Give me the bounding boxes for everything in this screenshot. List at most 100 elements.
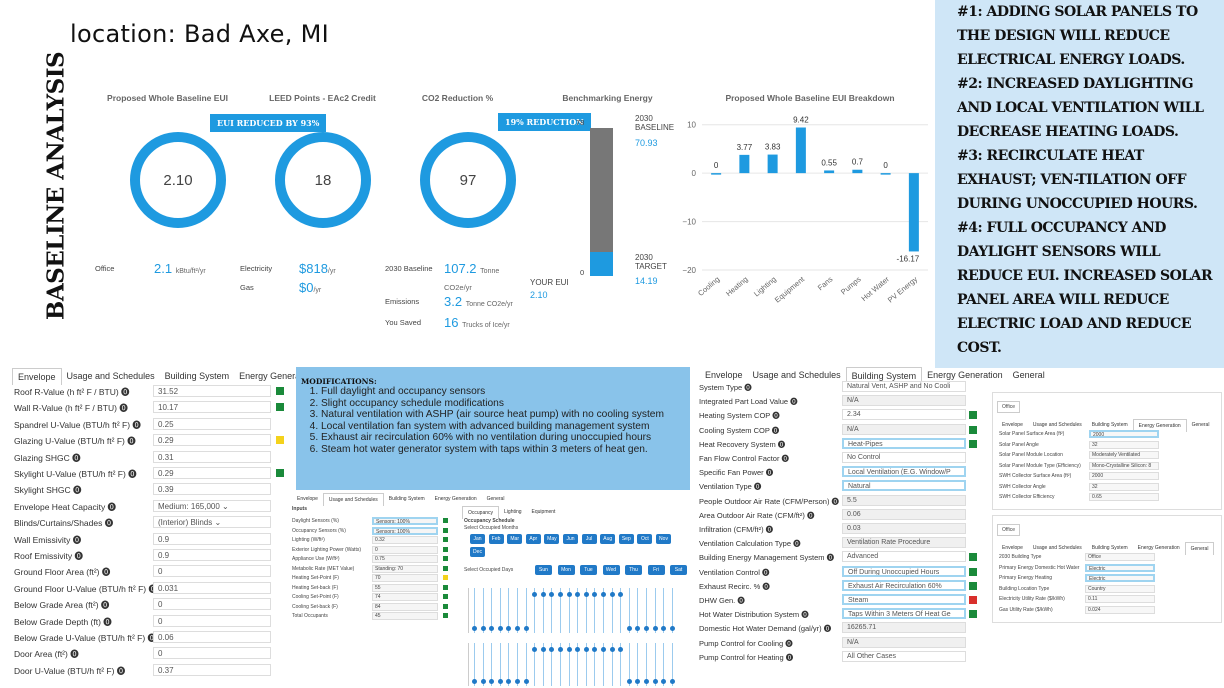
tab-envelope[interactable]: Envelope bbox=[705, 370, 743, 380]
schedule-slider-handle[interactable] bbox=[523, 679, 529, 684]
month-button[interactable]: Mar bbox=[507, 534, 523, 544]
tab-energy-generation[interactable]: Energy Generation bbox=[239, 371, 315, 381]
schedule-slider-handle[interactable] bbox=[558, 647, 563, 652]
office-tab[interactable]: Office bbox=[997, 524, 1020, 536]
schedule-slider-handle[interactable] bbox=[669, 626, 675, 631]
schedule-slider-handle[interactable] bbox=[626, 626, 632, 631]
schedule-slider-handle[interactable] bbox=[515, 679, 520, 684]
schedule-slider-handle[interactable] bbox=[626, 679, 632, 684]
day-button[interactable]: Sun bbox=[535, 565, 552, 575]
tab-usage-and-schedules[interactable]: Usage and Schedules bbox=[1032, 422, 1082, 428]
month-button[interactable]: Dec bbox=[470, 547, 485, 557]
tab-energy-generation[interactable]: Energy Generation bbox=[927, 370, 1003, 380]
usage-field[interactable]: 0.32 bbox=[372, 536, 438, 544]
tab-building-system[interactable]: Building System bbox=[1091, 422, 1128, 428]
schedule-slider-handle[interactable] bbox=[583, 647, 589, 652]
schedule-slider-handle[interactable] bbox=[497, 626, 503, 631]
envelope-field[interactable]: 0.37 bbox=[153, 663, 271, 676]
schedule-slider-handle[interactable] bbox=[506, 679, 512, 684]
schedule-slider-handle[interactable] bbox=[618, 592, 624, 597]
building-system-field[interactable]: All Other Cases bbox=[842, 650, 966, 662]
month-button[interactable]: Oct bbox=[637, 534, 653, 544]
tab-building-system[interactable]: Building System bbox=[164, 371, 230, 381]
schedule-slider-handle[interactable] bbox=[601, 647, 606, 652]
panel-field[interactable]: Electric bbox=[1085, 574, 1155, 582]
building-system-field[interactable]: 0.03 bbox=[842, 523, 966, 534]
schedule-slider-handle[interactable] bbox=[644, 679, 649, 684]
tab-general[interactable]: General bbox=[486, 496, 505, 502]
tab-equipment[interactable]: Equipment bbox=[531, 509, 556, 515]
envelope-field[interactable]: (Interior) Blinds ⌄ bbox=[153, 516, 271, 529]
schedule-slider-handle[interactable] bbox=[583, 592, 589, 597]
usage-field[interactable]: 0.75 bbox=[372, 555, 438, 563]
panel-field[interactable]: Electric bbox=[1085, 563, 1155, 572]
day-button[interactable]: Mon bbox=[557, 565, 575, 575]
schedule-slider-handle[interactable] bbox=[506, 626, 512, 631]
usage-field[interactable]: 70 bbox=[372, 574, 438, 582]
building-system-field[interactable]: Natural bbox=[842, 480, 966, 492]
day-button[interactable]: Thu bbox=[625, 565, 642, 575]
envelope-field[interactable]: 0.06 bbox=[153, 631, 271, 643]
schedule-slider-handle[interactable] bbox=[669, 679, 675, 684]
building-system-field[interactable]: 5.5 bbox=[842, 494, 966, 506]
building-system-field[interactable]: N/A bbox=[842, 423, 966, 435]
tab-usage-and-schedules[interactable]: Usage and Schedules bbox=[66, 371, 155, 381]
building-system-field[interactable]: Off During Unoccupied Hours bbox=[842, 565, 966, 577]
building-system-field[interactable]: Heat-Pipes bbox=[842, 437, 966, 449]
schedule-slider-handle[interactable] bbox=[540, 647, 546, 652]
usage-field[interactable]: Standing: 70 bbox=[372, 564, 438, 573]
usage-field[interactable]: 45 bbox=[372, 612, 438, 620]
schedule-slider-handle[interactable] bbox=[592, 592, 598, 597]
envelope-field[interactable]: 10.17 bbox=[153, 401, 271, 414]
schedule-slider-handle[interactable] bbox=[652, 626, 658, 631]
panel-field[interactable]: 2000 bbox=[1089, 472, 1159, 480]
schedule-slider-handle[interactable] bbox=[601, 592, 606, 597]
envelope-field[interactable]: 0.39 bbox=[153, 483, 271, 496]
tab-occupancy[interactable]: Occupancy bbox=[462, 506, 500, 519]
panel-field[interactable]: 2000 bbox=[1089, 430, 1159, 438]
tab-usage-and-schedules[interactable]: Usage and Schedules bbox=[752, 370, 841, 380]
envelope-field[interactable]: Medium: 165,000 ⌄ bbox=[153, 499, 271, 512]
day-button[interactable]: Sat bbox=[670, 565, 687, 575]
envelope-field[interactable]: 0.29 bbox=[153, 434, 271, 447]
schedule-slider-handle[interactable] bbox=[618, 647, 624, 652]
envelope-field[interactable]: 0.25 bbox=[153, 417, 271, 430]
schedule-slider-handle[interactable] bbox=[497, 679, 503, 684]
tab-building-system[interactable]: Building System bbox=[845, 367, 923, 384]
month-button[interactable]: May bbox=[544, 534, 560, 544]
tab-envelope[interactable]: Envelope bbox=[1002, 422, 1023, 428]
tab-energy-generation[interactable]: Energy Generation bbox=[1132, 419, 1187, 432]
tab-energy-generation[interactable]: Energy Generation bbox=[434, 496, 477, 502]
tab-general[interactable]: General bbox=[1191, 422, 1210, 428]
building-system-field[interactable]: 16265.71 bbox=[842, 622, 966, 634]
tab-usage-and-schedules[interactable]: Usage and Schedules bbox=[1032, 545, 1082, 551]
month-button[interactable]: Feb bbox=[488, 534, 504, 544]
schedule-slider-handle[interactable] bbox=[661, 626, 667, 631]
schedule-slider-handle[interactable] bbox=[549, 592, 555, 597]
month-button[interactable]: Jun bbox=[563, 534, 578, 544]
usage-field[interactable]: 74 bbox=[372, 593, 438, 601]
schedule-slider-handle[interactable] bbox=[532, 592, 538, 597]
envelope-field[interactable]: 0.31 bbox=[153, 450, 271, 463]
month-button[interactable]: Apr bbox=[525, 534, 541, 544]
schedule-slider-handle[interactable] bbox=[566, 592, 572, 597]
envelope-field[interactable]: 0.9 bbox=[153, 532, 271, 545]
usage-field[interactable]: 0 bbox=[372, 545, 438, 554]
schedule-slider-handle[interactable] bbox=[472, 626, 477, 631]
envelope-field[interactable]: 0.29 bbox=[153, 467, 271, 479]
building-system-field[interactable]: Local Ventilation (E.G. Window/P bbox=[842, 466, 966, 478]
schedule-slider-handle[interactable] bbox=[472, 679, 477, 684]
tab-usage-and-schedules[interactable]: Usage and Schedules bbox=[322, 493, 384, 506]
envelope-field[interactable]: 0 bbox=[153, 614, 271, 627]
schedule-slider-handle[interactable] bbox=[609, 647, 615, 652]
usage-field[interactable]: Sensors: 100% bbox=[372, 526, 438, 535]
schedule-slider-handle[interactable] bbox=[661, 679, 667, 684]
schedule-slider-handle[interactable] bbox=[575, 592, 581, 597]
schedule-slider-handle[interactable] bbox=[480, 626, 486, 631]
building-system-field[interactable]: N/A bbox=[842, 395, 966, 407]
envelope-field[interactable]: 0.9 bbox=[153, 549, 271, 561]
schedule-slider-handle[interactable] bbox=[549, 647, 555, 652]
schedule-slider-handle[interactable] bbox=[540, 592, 546, 597]
schedule-slider-handle[interactable] bbox=[558, 592, 563, 597]
schedule-slider-handle[interactable] bbox=[515, 626, 520, 631]
